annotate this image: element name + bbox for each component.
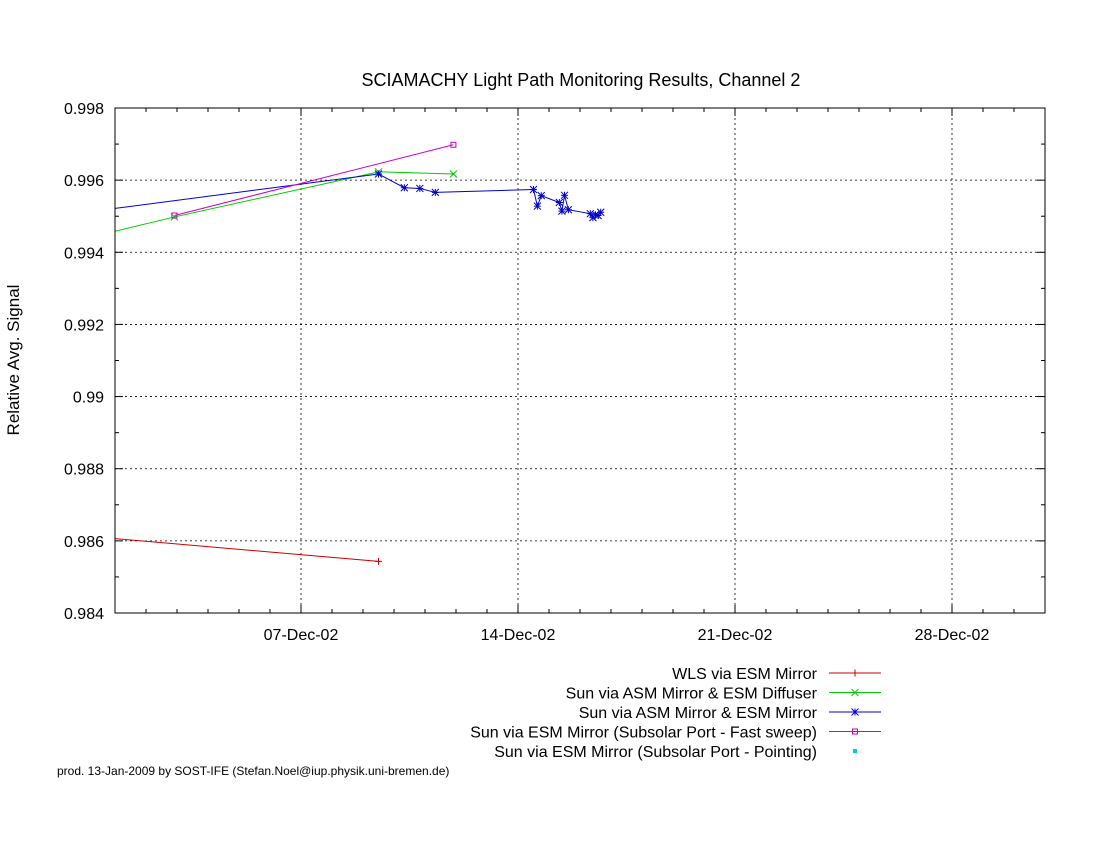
data-point-s3-10 xyxy=(558,207,566,216)
data-point-s3-8 xyxy=(537,191,546,200)
footer-credit: prod. 13-Jan-2009 by SOST-IFE (Stefan.No… xyxy=(57,764,449,778)
data-point-s3-12 xyxy=(564,205,573,214)
series-markers xyxy=(170,141,605,565)
grid xyxy=(115,108,1045,613)
legend-swatch-marker xyxy=(853,749,857,753)
x-tick-label: 28-Dec-02 xyxy=(915,627,990,644)
x-tick-label: 07-Dec-02 xyxy=(264,627,339,644)
legend-label: Sun via ESM Mirror (Subsolar Port - Poin… xyxy=(494,744,817,761)
data-point-s3-3 xyxy=(400,183,409,192)
data-point-s3-7 xyxy=(533,202,542,210)
data-point-s4-2 xyxy=(450,141,457,148)
legend-label: Sun via ESM Mirror (Subsolar Port - Fast… xyxy=(470,725,817,742)
legend-swatch-marker xyxy=(851,688,859,697)
x-tick-labels: 07-Dec-02 14-Dec-02 21-Dec-02 28-Dec-02 xyxy=(264,627,990,644)
data-point-s1-2 xyxy=(375,557,382,565)
series-line-2 xyxy=(115,171,454,232)
data-point-s3-9 xyxy=(555,198,564,207)
y-tick-label: 0.99 xyxy=(73,390,104,407)
series-line-4 xyxy=(174,144,454,216)
legend-swatch-marker xyxy=(852,728,858,735)
y-axis-label: Relative Avg. Signal xyxy=(4,285,23,436)
y-tick-label: 0.986 xyxy=(64,534,104,551)
data-point-s2-4 xyxy=(449,170,458,178)
series-lines xyxy=(115,144,602,562)
data-point-s3-2 xyxy=(374,170,383,178)
legend-swatch-marker xyxy=(851,669,859,677)
y-tick-label: 0.998 xyxy=(64,101,104,118)
data-point-s3-4 xyxy=(415,184,424,193)
chart-title: SCIAMACHY Light Path Monitoring Results,… xyxy=(362,70,801,90)
data-point-s3-17 xyxy=(596,208,605,217)
tick-marks xyxy=(115,107,1045,614)
legend: WLS via ESM Mirror Sun via ASM Mirror & E… xyxy=(470,666,881,761)
y-tick-label: 0.996 xyxy=(64,173,104,190)
legend-label: Sun via ASM Mirror & ESM Diffuser xyxy=(566,686,818,703)
legend-label: WLS via ESM Mirror xyxy=(672,666,818,683)
series-line-1 xyxy=(115,538,379,562)
y-tick-labels: 0.984 0.986 0.988 0.99 0.992 0.994 0.996 0.998 xyxy=(64,101,104,623)
legend-swatch-marker xyxy=(851,708,859,716)
y-tick-label: 0.992 xyxy=(64,317,104,334)
x-tick-label: 14-Dec-02 xyxy=(481,627,556,644)
y-tick-label: 0.984 xyxy=(64,606,104,623)
data-point-s3-5 xyxy=(431,188,440,197)
y-tick-label: 0.994 xyxy=(64,245,104,262)
legend-label: Sun via ASM Mirror & ESM Mirror xyxy=(579,705,818,722)
data-point-s4-1 xyxy=(171,212,178,219)
data-point-s3-11 xyxy=(560,191,569,200)
y-tick-label: 0.988 xyxy=(64,462,104,479)
x-tick-label: 21-Dec-02 xyxy=(698,627,773,644)
data-point-s3-6 xyxy=(529,185,538,194)
plot-frame xyxy=(114,107,1046,614)
series-line-3 xyxy=(115,173,602,219)
